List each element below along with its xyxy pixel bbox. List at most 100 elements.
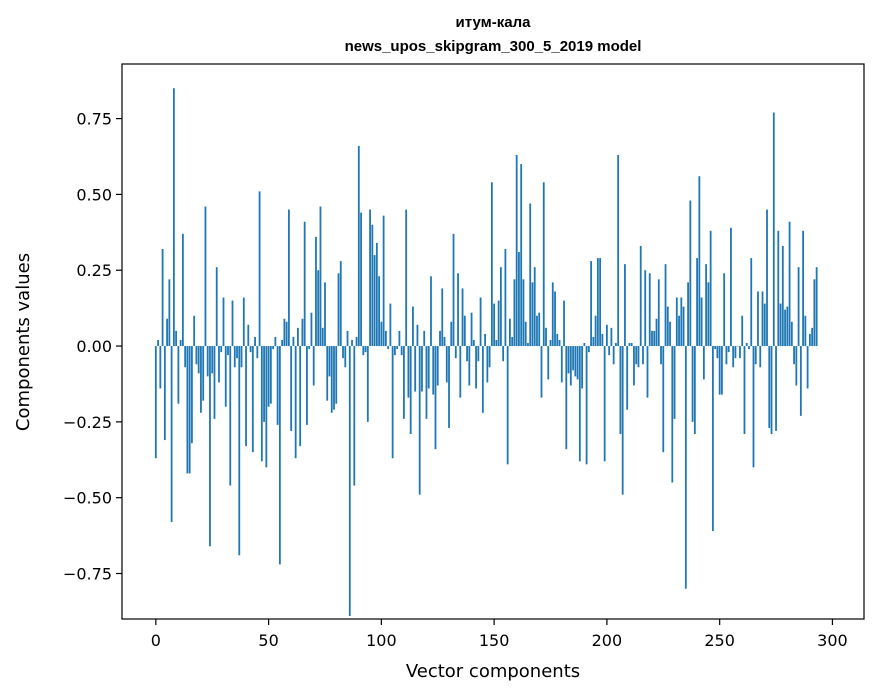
x-tick-label: 100 <box>366 631 397 650</box>
bar <box>315 236 317 347</box>
bar <box>795 346 798 386</box>
bar <box>619 346 622 434</box>
bar <box>522 279 525 347</box>
bar <box>265 346 268 468</box>
bar <box>781 245 784 347</box>
bar <box>529 203 532 347</box>
bars-layer <box>154 88 818 616</box>
bar <box>639 245 642 347</box>
bar <box>378 276 380 347</box>
bar <box>603 346 606 462</box>
bar <box>542 182 545 347</box>
bar <box>267 346 270 407</box>
bar <box>558 339 561 347</box>
bar <box>382 215 385 347</box>
bar <box>497 300 500 347</box>
bar <box>601 333 604 347</box>
bar <box>612 346 615 365</box>
bar <box>644 270 647 347</box>
bar <box>200 346 202 413</box>
bar <box>154 346 157 459</box>
bar <box>549 339 552 347</box>
x-tick-label: 50 <box>258 631 278 650</box>
bar <box>590 261 592 347</box>
bar <box>326 346 329 401</box>
bar <box>693 346 696 434</box>
bar <box>427 346 430 389</box>
bar <box>380 321 383 347</box>
bar <box>493 303 496 347</box>
bar <box>730 227 732 347</box>
bar <box>477 346 480 362</box>
bar <box>509 318 511 347</box>
chart-title: итум-кала <box>456 14 532 31</box>
bar <box>585 346 588 465</box>
bar <box>752 346 755 468</box>
bar <box>777 230 780 347</box>
x-tick-label: 150 <box>479 631 510 650</box>
bar <box>236 346 238 359</box>
bar <box>218 346 220 383</box>
bar <box>251 346 254 453</box>
bar <box>759 346 762 368</box>
bar <box>743 346 746 434</box>
bar <box>441 288 444 347</box>
bar <box>560 346 563 383</box>
bar <box>310 312 313 347</box>
bar <box>739 346 741 359</box>
bar <box>734 346 737 359</box>
bar <box>599 258 602 347</box>
bar <box>772 112 775 347</box>
bar <box>245 346 247 447</box>
bar <box>166 318 168 347</box>
bar <box>249 346 252 353</box>
bar <box>714 346 717 350</box>
bar <box>678 315 680 347</box>
bar <box>452 233 455 347</box>
bar <box>468 346 471 386</box>
bar <box>179 339 182 347</box>
bar <box>254 336 256 347</box>
bar <box>651 330 653 347</box>
bar <box>274 336 277 347</box>
bar <box>551 282 554 347</box>
bar <box>398 330 401 347</box>
bar <box>292 336 295 347</box>
bar <box>184 346 187 368</box>
bar <box>479 297 482 347</box>
bar <box>454 346 457 359</box>
bar <box>391 346 394 459</box>
bar <box>587 346 590 353</box>
bar <box>188 346 191 474</box>
bar <box>626 346 629 410</box>
bar <box>786 306 789 347</box>
bar <box>409 346 412 434</box>
bar <box>766 209 768 347</box>
bar <box>484 333 486 347</box>
bar <box>513 279 516 347</box>
bar <box>339 261 342 347</box>
bar <box>605 324 608 347</box>
bar <box>306 346 308 425</box>
bar <box>263 346 265 422</box>
bar <box>297 327 299 347</box>
bar <box>224 346 227 407</box>
bar <box>403 346 405 419</box>
bar <box>229 346 232 486</box>
x-tick-label: 250 <box>704 631 735 650</box>
bar <box>285 321 288 347</box>
bar <box>301 318 304 347</box>
bar <box>319 206 322 347</box>
bar <box>515 154 518 347</box>
bar <box>475 346 477 389</box>
bar <box>628 343 631 347</box>
bar <box>596 258 599 347</box>
x-tick-label: 300 <box>817 631 848 650</box>
bar <box>412 306 414 347</box>
bar <box>790 321 793 347</box>
bar <box>689 200 692 347</box>
bar <box>520 164 523 347</box>
bar <box>657 279 660 347</box>
bar <box>540 346 543 398</box>
